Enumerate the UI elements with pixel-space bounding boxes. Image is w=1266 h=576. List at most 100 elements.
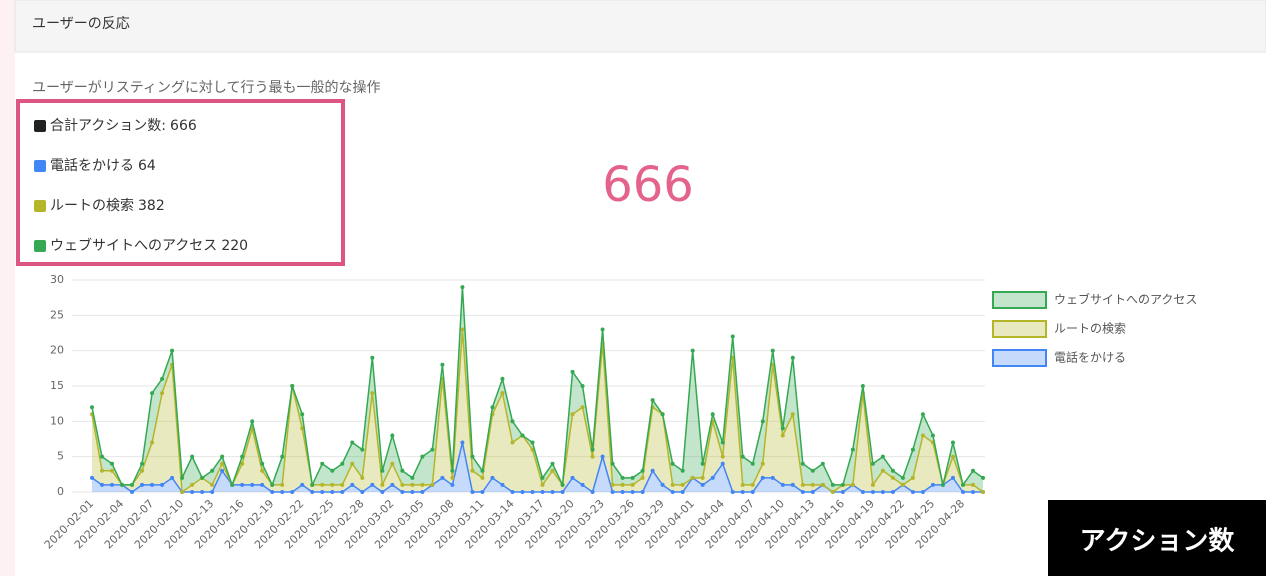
point	[150, 482, 155, 487]
point	[500, 482, 505, 487]
point	[650, 398, 655, 403]
legend-label: ウェブサイトへのアクセス	[1054, 292, 1197, 307]
point	[160, 391, 165, 396]
point	[510, 440, 515, 445]
y-tick-label: 20	[50, 344, 64, 357]
point	[950, 454, 955, 459]
point	[630, 482, 635, 487]
point	[250, 419, 255, 424]
point	[150, 391, 155, 396]
point	[160, 482, 165, 487]
point	[930, 433, 935, 438]
point	[950, 475, 955, 480]
point	[540, 475, 545, 480]
point	[830, 482, 835, 487]
point	[760, 461, 765, 466]
point	[280, 490, 285, 494]
point	[790, 482, 795, 487]
summary-item: ウェブサイトへのアクセス 220	[50, 237, 248, 254]
y-tick-label: 5	[57, 450, 64, 463]
summary-value: 64	[138, 158, 156, 174]
point	[720, 461, 725, 466]
panel-header	[14, 0, 1266, 53]
point	[800, 461, 805, 466]
point	[910, 447, 915, 452]
legend-swatch	[992, 349, 1047, 367]
point	[330, 482, 335, 487]
point	[240, 454, 245, 459]
point	[180, 490, 185, 494]
point	[940, 482, 945, 487]
point	[200, 475, 205, 480]
point	[90, 475, 94, 480]
point	[110, 461, 115, 466]
point	[100, 468, 105, 473]
point	[630, 475, 635, 480]
point	[700, 482, 705, 487]
point	[220, 461, 225, 466]
summary-label: 電話をかける	[50, 157, 134, 174]
point	[220, 454, 225, 459]
point	[820, 482, 825, 487]
point	[410, 490, 415, 494]
point	[260, 482, 265, 487]
point	[750, 490, 755, 494]
point	[550, 490, 555, 494]
point	[450, 482, 455, 487]
point	[290, 384, 295, 388]
summary-list: 合計アクション数: 666 電話をかける 64 ルートの検索 382 ウェブサイトへのアクセ…	[34, 118, 248, 254]
summary-label: ウェブサイトへのアクセス	[50, 237, 217, 254]
point	[100, 454, 105, 459]
point	[740, 490, 745, 494]
point	[140, 468, 145, 473]
point	[420, 490, 425, 494]
point	[820, 461, 825, 466]
point	[470, 490, 475, 494]
point	[670, 490, 675, 494]
point	[870, 482, 875, 487]
point	[780, 426, 785, 431]
point	[340, 482, 345, 487]
point	[110, 482, 115, 487]
point	[490, 475, 495, 480]
point	[380, 482, 385, 487]
point	[430, 447, 435, 452]
point	[270, 482, 275, 487]
point	[790, 412, 795, 417]
point	[570, 412, 575, 417]
point	[570, 369, 575, 374]
summary-label: 合計アクション数:	[50, 118, 166, 134]
point	[740, 482, 745, 487]
point	[350, 461, 355, 466]
summary-item: 電話をかける 64	[50, 157, 156, 174]
point	[440, 362, 445, 367]
point	[270, 490, 275, 494]
point	[130, 482, 135, 487]
point	[970, 468, 975, 473]
point	[640, 475, 645, 480]
point	[610, 490, 615, 494]
point	[840, 482, 845, 487]
point	[330, 490, 335, 494]
point	[420, 482, 425, 487]
point	[800, 490, 805, 494]
point	[570, 475, 575, 480]
point	[480, 475, 485, 480]
point	[280, 482, 285, 487]
y-tick-label: 10	[50, 414, 64, 427]
point	[660, 482, 665, 487]
point	[480, 468, 485, 473]
point	[880, 454, 885, 459]
point	[350, 440, 355, 445]
point	[190, 490, 195, 494]
point	[320, 461, 325, 466]
point	[590, 490, 595, 494]
point	[250, 482, 255, 487]
point	[640, 468, 645, 473]
point	[630, 490, 635, 494]
point	[930, 482, 935, 487]
point	[450, 475, 455, 480]
point	[780, 482, 785, 487]
point	[590, 447, 595, 452]
point	[580, 384, 585, 388]
